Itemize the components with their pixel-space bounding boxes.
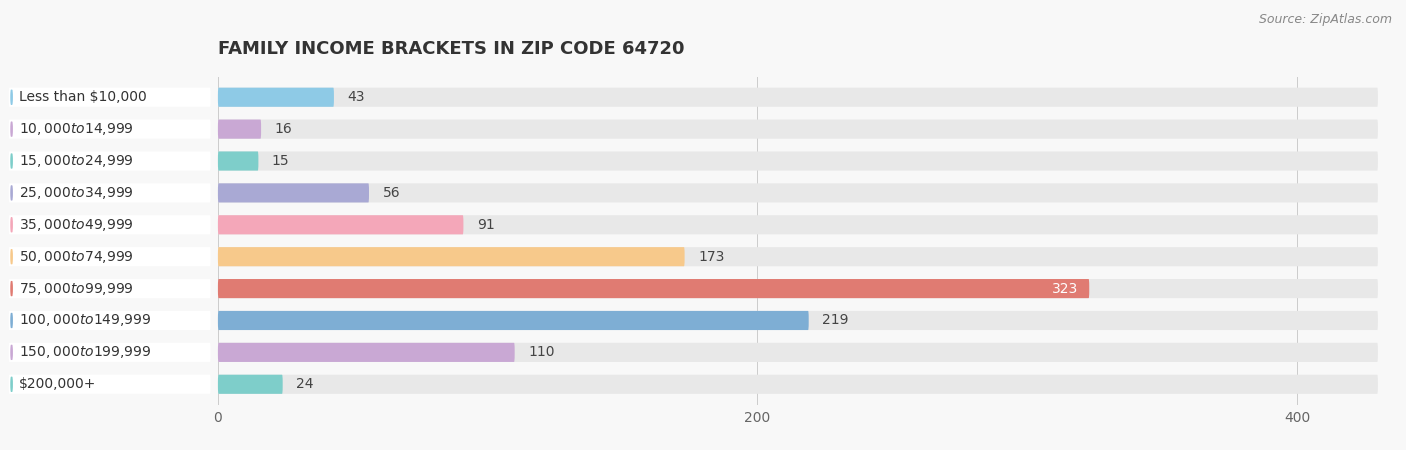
FancyBboxPatch shape xyxy=(8,120,211,139)
Text: 56: 56 xyxy=(382,186,401,200)
FancyBboxPatch shape xyxy=(8,311,211,330)
FancyBboxPatch shape xyxy=(218,247,1378,266)
FancyBboxPatch shape xyxy=(8,279,211,298)
Text: 323: 323 xyxy=(1052,282,1078,296)
Text: FAMILY INCOME BRACKETS IN ZIP CODE 64720: FAMILY INCOME BRACKETS IN ZIP CODE 64720 xyxy=(218,40,685,58)
Text: Less than $10,000: Less than $10,000 xyxy=(18,90,146,104)
FancyBboxPatch shape xyxy=(218,215,464,234)
FancyBboxPatch shape xyxy=(8,247,211,266)
FancyBboxPatch shape xyxy=(218,120,262,139)
Text: $35,000 to $49,999: $35,000 to $49,999 xyxy=(18,217,134,233)
Text: $150,000 to $199,999: $150,000 to $199,999 xyxy=(18,344,152,360)
FancyBboxPatch shape xyxy=(218,152,259,171)
FancyBboxPatch shape xyxy=(218,120,1378,139)
FancyBboxPatch shape xyxy=(8,215,211,234)
Text: 173: 173 xyxy=(699,250,724,264)
FancyBboxPatch shape xyxy=(218,88,1378,107)
FancyBboxPatch shape xyxy=(218,311,808,330)
Text: $50,000 to $74,999: $50,000 to $74,999 xyxy=(18,249,134,265)
FancyBboxPatch shape xyxy=(218,247,685,266)
Text: Source: ZipAtlas.com: Source: ZipAtlas.com xyxy=(1258,14,1392,27)
FancyBboxPatch shape xyxy=(8,88,211,107)
Text: 110: 110 xyxy=(529,346,554,360)
Text: 24: 24 xyxy=(297,377,314,391)
Text: $10,000 to $14,999: $10,000 to $14,999 xyxy=(18,121,134,137)
FancyBboxPatch shape xyxy=(8,183,211,202)
FancyBboxPatch shape xyxy=(218,88,335,107)
FancyBboxPatch shape xyxy=(218,183,1378,202)
Text: 219: 219 xyxy=(823,314,849,328)
FancyBboxPatch shape xyxy=(218,375,283,394)
Text: 16: 16 xyxy=(274,122,292,136)
FancyBboxPatch shape xyxy=(218,375,1378,394)
Text: $15,000 to $24,999: $15,000 to $24,999 xyxy=(18,153,134,169)
FancyBboxPatch shape xyxy=(8,343,211,362)
FancyBboxPatch shape xyxy=(218,279,1090,298)
Text: $25,000 to $34,999: $25,000 to $34,999 xyxy=(18,185,134,201)
Text: 15: 15 xyxy=(271,154,290,168)
FancyBboxPatch shape xyxy=(8,375,211,394)
FancyBboxPatch shape xyxy=(218,215,1378,234)
FancyBboxPatch shape xyxy=(218,279,1378,298)
FancyBboxPatch shape xyxy=(218,152,1378,171)
FancyBboxPatch shape xyxy=(218,183,368,202)
Text: 91: 91 xyxy=(477,218,495,232)
FancyBboxPatch shape xyxy=(218,343,515,362)
Text: $100,000 to $149,999: $100,000 to $149,999 xyxy=(18,312,152,328)
Text: 43: 43 xyxy=(347,90,366,104)
Text: $75,000 to $99,999: $75,000 to $99,999 xyxy=(18,281,134,297)
FancyBboxPatch shape xyxy=(8,152,211,171)
FancyBboxPatch shape xyxy=(218,343,1378,362)
Text: $200,000+: $200,000+ xyxy=(18,377,96,391)
FancyBboxPatch shape xyxy=(218,311,1378,330)
